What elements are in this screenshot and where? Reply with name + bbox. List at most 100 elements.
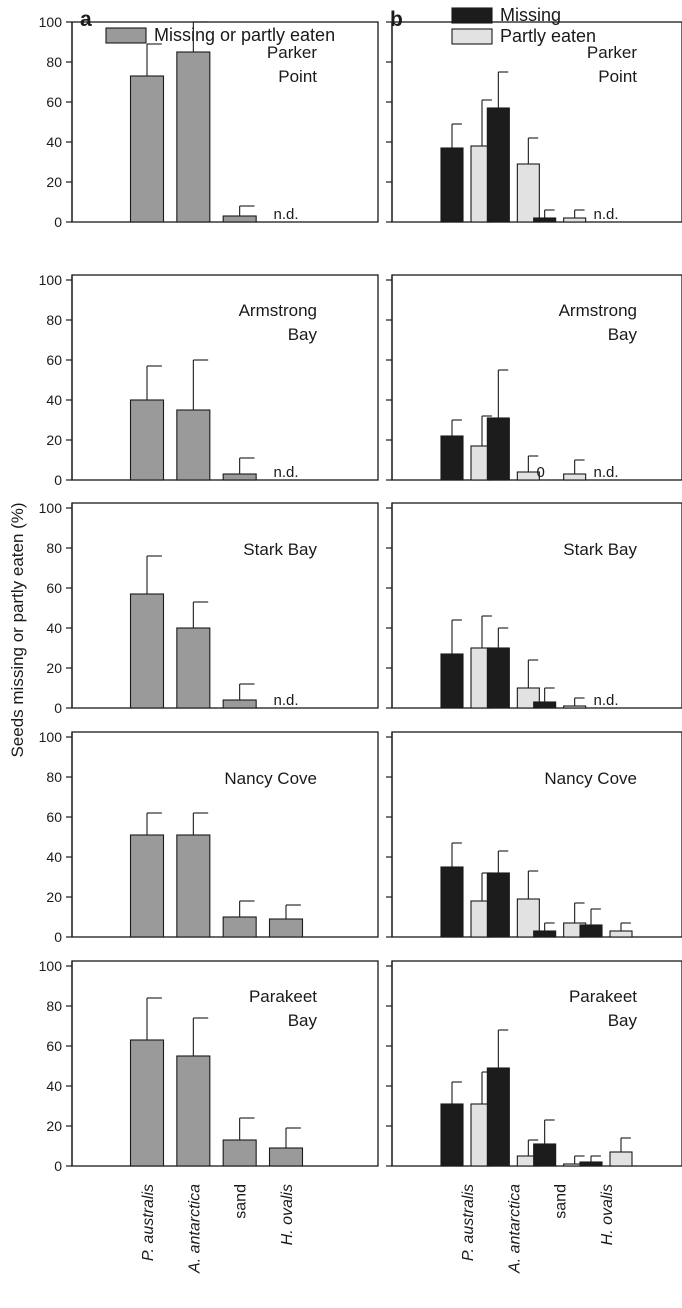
bar-missing (440, 435, 464, 481)
y-tick-label: 60 (46, 809, 62, 825)
y-tick-label: 100 (39, 272, 63, 288)
bar-combined (176, 51, 211, 223)
legend-label-partly_eaten: Partly eaten (500, 26, 596, 46)
bar-combined (268, 918, 304, 938)
bar-combined (222, 916, 257, 938)
bar-partly_eaten (563, 705, 587, 709)
not-determined-label: n.d. (273, 206, 298, 223)
y-tick-label: 20 (46, 1118, 62, 1134)
not-determined-label: n.d. (273, 692, 298, 709)
site-label: Nancy Cove (544, 769, 637, 788)
bar-combined (222, 473, 257, 481)
category-label: sand (553, 1184, 570, 1219)
legend-label-combined: Missing or partly eaten (154, 25, 335, 45)
bar-partly_eaten (563, 473, 587, 481)
y-tick-label: 0 (54, 472, 62, 488)
site-label: Parker (587, 43, 637, 62)
bar-partly_eaten (609, 930, 633, 938)
subplot-a-3: 0 20 40 60 80 100 Stark Bay n.d. (39, 500, 379, 716)
bar-missing (533, 701, 557, 709)
subplot-frame (71, 274, 379, 481)
category-label: A. antarctica (506, 1184, 523, 1274)
y-axis-label: Seeds missing or partly eaten (%) (8, 502, 27, 757)
bar-missing (440, 653, 464, 709)
category-label: P. australis (140, 1184, 157, 1261)
not-determined-label: n.d. (593, 464, 618, 481)
site-label: Armstrong (559, 301, 637, 320)
y-tick-label: 80 (46, 312, 62, 328)
legend-swatch-partly_eaten (451, 28, 493, 45)
bar-combined (222, 699, 257, 709)
category-label: sand (233, 1184, 250, 1219)
bar-combined (129, 1039, 165, 1167)
bar-combined (176, 1055, 211, 1167)
subplot-frame (71, 502, 379, 709)
panel-letter-b: b (390, 8, 403, 31)
subplot-frame (391, 502, 682, 709)
bar-combined (129, 399, 165, 481)
site-label: Bay (608, 325, 638, 344)
site-label: Bay (608, 1011, 638, 1030)
y-tick-label: 60 (46, 352, 62, 368)
bar-missing (486, 1067, 510, 1167)
y-tick-label: 80 (46, 540, 62, 556)
bar-missing (440, 147, 464, 223)
not-determined-label: n.d. (273, 464, 298, 481)
y-tick-label: 20 (46, 174, 62, 190)
bar-combined (129, 834, 165, 938)
bar-combined (176, 627, 211, 709)
y-tick-label: 40 (46, 849, 62, 865)
bar-missing (486, 417, 510, 481)
y-tick-label: 100 (39, 14, 63, 30)
site-label: Bay (288, 325, 318, 344)
y-tick-label: 40 (46, 1078, 62, 1094)
subplot-a-1: 0 20 40 60 80 100 Parker Point n.d. (39, 14, 379, 230)
subplot-frame (71, 731, 379, 938)
y-tick-label: 40 (46, 392, 62, 408)
category-label: H. ovalis (599, 1184, 616, 1245)
legend-swatch-missing (451, 7, 493, 24)
site-label: Point (598, 67, 637, 86)
subplot-b-4: Nancy Cove (386, 731, 682, 938)
panel-a: a Missing or partly eaten 0 20 40 60 80 100 Park… (39, 8, 379, 1274)
bar-missing (486, 872, 510, 938)
y-tick-label: 60 (46, 94, 62, 110)
bar-combined (176, 834, 211, 938)
subplot-frame (71, 960, 379, 1167)
y-tick-label: 0 (54, 214, 62, 230)
bar-missing (579, 1161, 603, 1167)
y-tick-label: 20 (46, 889, 62, 905)
bar-missing (440, 1103, 464, 1167)
category-label: H. ovalis (279, 1184, 296, 1245)
bar-missing (533, 217, 557, 223)
not-determined-label: n.d. (593, 692, 618, 709)
bar-missing (486, 107, 510, 223)
y-tick-label: 100 (39, 958, 63, 974)
subplot-a-2: 0 20 40 60 80 100 Armstrong Bay n.d. (39, 272, 379, 488)
bar-missing (486, 647, 510, 709)
site-label: Bay (288, 1011, 318, 1030)
y-tick-label: 40 (46, 620, 62, 636)
y-tick-label: 80 (46, 998, 62, 1014)
panel-letter-a: a (80, 8, 92, 31)
y-tick-label: 20 (46, 432, 62, 448)
site-label: Nancy Cove (224, 769, 317, 788)
y-tick-label: 0 (54, 1158, 62, 1174)
bar-missing (440, 866, 464, 938)
bar-missing (533, 1143, 557, 1167)
y-tick-label: 20 (46, 660, 62, 676)
y-tick-label: 60 (46, 1038, 62, 1054)
subplot-b-5: Parakeet Bay (386, 960, 682, 1167)
bar-combined (129, 75, 165, 223)
site-label: Stark Bay (563, 540, 637, 559)
site-label: Stark Bay (243, 540, 317, 559)
bar-combined (176, 409, 211, 481)
not-determined-label: n.d. (593, 206, 618, 223)
site-label: Parakeet (249, 987, 317, 1006)
y-tick-label: 80 (46, 54, 62, 70)
bar-combined (222, 1139, 257, 1167)
bar-partly_eaten (609, 1151, 633, 1167)
subplot-b-3: Stark Bay n.d. (386, 502, 682, 709)
subplot-a-4: 0 20 40 60 80 100 Nancy Cove (39, 729, 379, 945)
